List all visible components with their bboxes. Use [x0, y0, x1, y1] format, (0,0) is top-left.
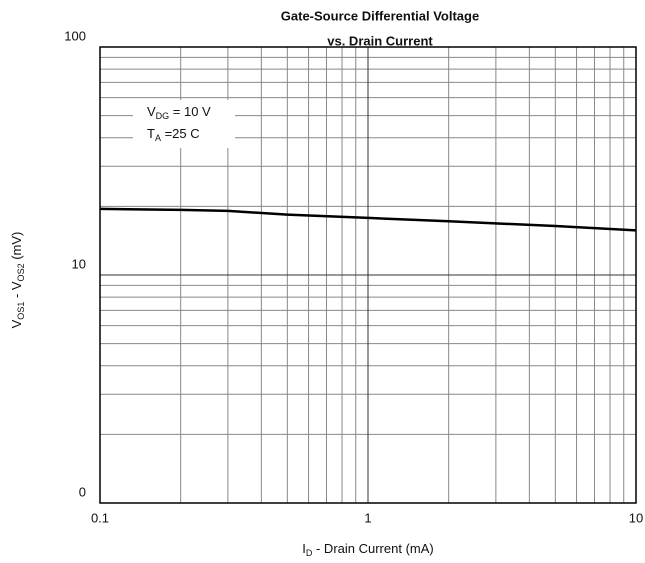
- y-tick-label: 0: [79, 484, 86, 499]
- plot-frame: [99, 46, 637, 504]
- x-axis-label-part: I: [302, 541, 306, 556]
- x-tick-label: 1: [364, 510, 371, 525]
- y-tick-label: 100: [64, 28, 86, 43]
- data-line: [99, 207, 637, 232]
- y-tick-label: 10: [72, 256, 86, 271]
- x-axis-label-part: D: [306, 548, 313, 558]
- x-tick-label: 0.1: [91, 510, 109, 525]
- chart-title: Gate-Source Differential Voltage: [281, 8, 479, 23]
- annotation: TA =25 C: [147, 126, 200, 143]
- y-axis-label-part: - V: [9, 281, 24, 302]
- y-axis-label-part: OS1: [16, 302, 26, 320]
- y-axis-label-part: V: [9, 319, 24, 328]
- y-axis-label-part: (mV): [9, 232, 24, 264]
- x-axis-label-part: - Drain Current (mA): [312, 541, 433, 556]
- annotation-part: V: [147, 104, 156, 119]
- annotation-part: = 10 V: [169, 104, 211, 119]
- y-axis-label: VOS1 - VOS2 (mV): [9, 232, 26, 329]
- annotation: VDG = 10 V: [147, 104, 211, 121]
- annotation-box: [133, 100, 235, 148]
- x-tick-label: 10: [629, 510, 643, 525]
- annotation-part: A: [155, 133, 161, 143]
- annotation-part: DG: [156, 111, 170, 121]
- chart-title: vs. Drain Current: [327, 33, 433, 48]
- y-axis-label-part: OS2: [16, 263, 26, 281]
- x-axis-label: ID - Drain Current (mA): [302, 541, 433, 558]
- annotation-part: T: [147, 126, 155, 141]
- annotation-part: =25 C: [161, 126, 200, 141]
